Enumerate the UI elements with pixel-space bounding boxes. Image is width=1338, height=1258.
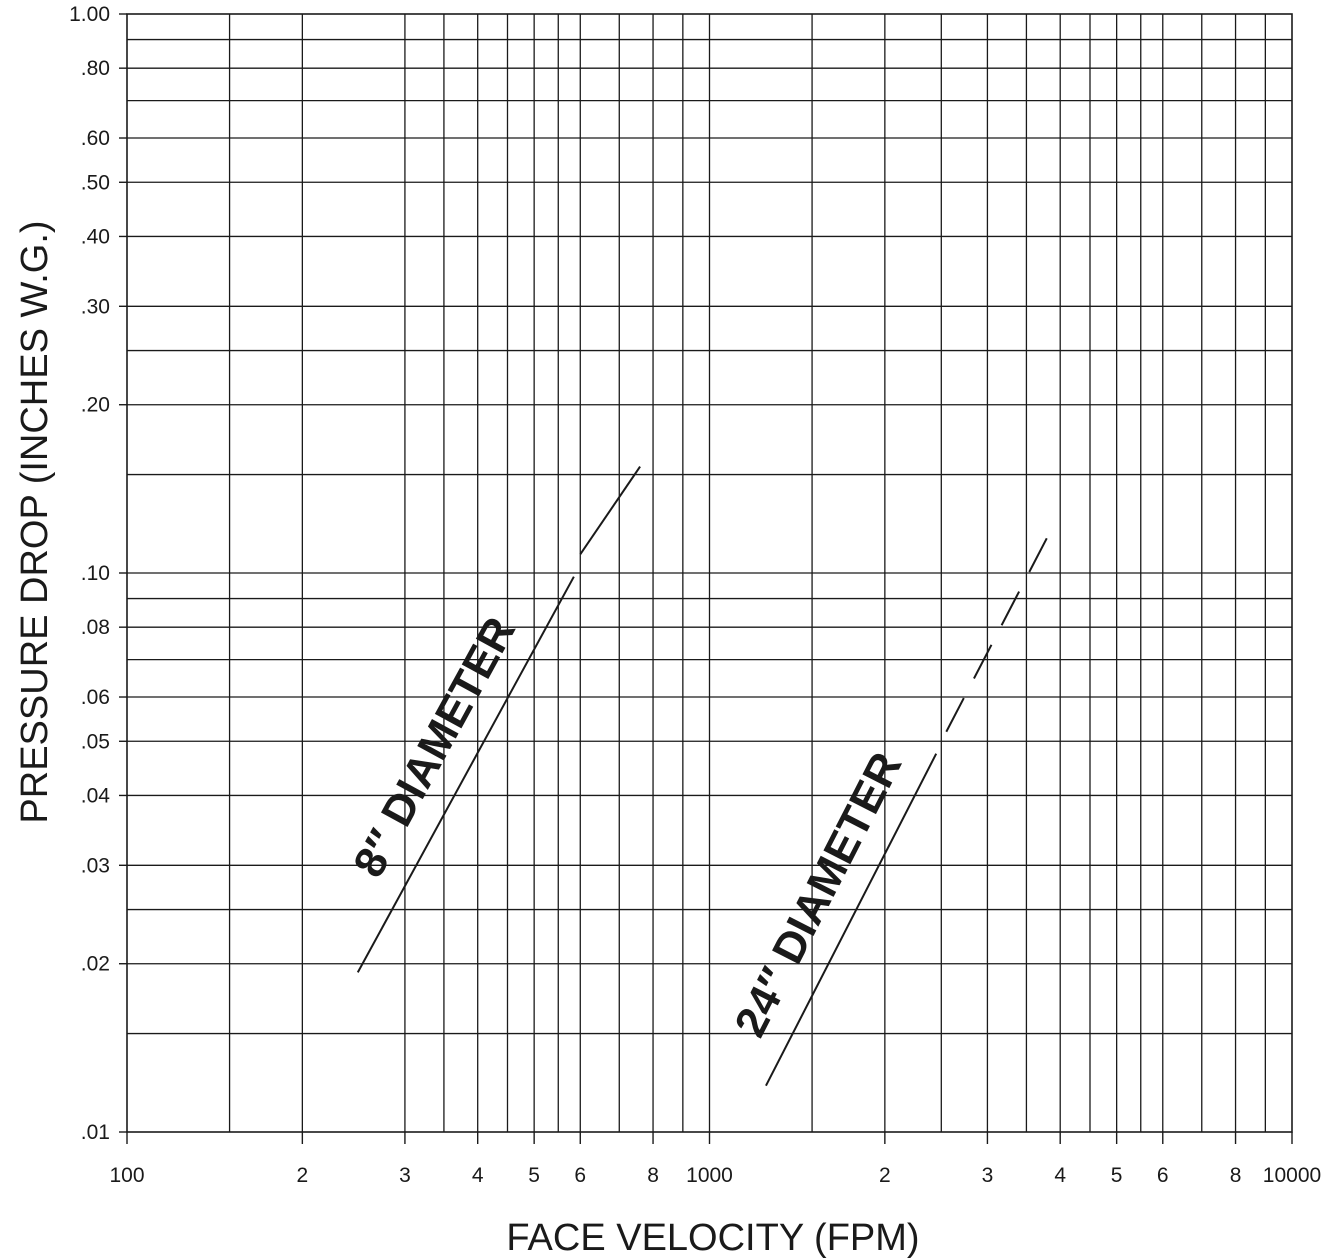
y-tick-label: .60	[81, 127, 110, 150]
x-tick-label: 1000	[686, 1164, 733, 1187]
y-tick-label: .10	[81, 562, 110, 585]
x-tick-label: 2	[879, 1164, 891, 1187]
x-axis-title: FACE VELOCITY (FPM)	[506, 1217, 919, 1258]
y-tick-label: .06	[81, 686, 110, 709]
y-tick-label: .01	[81, 1121, 110, 1144]
x-tick-label: 4	[1054, 1164, 1066, 1187]
x-tick-label: 6	[1157, 1164, 1169, 1187]
y-tick-label: .40	[81, 225, 110, 248]
y-tick-label: .30	[81, 295, 110, 318]
x-tick-label: 100	[109, 1164, 144, 1187]
x-tick-label: 3	[982, 1164, 994, 1187]
y-tick-label: .03	[81, 854, 110, 877]
y-tick-label: .04	[81, 784, 111, 807]
series-8in-diameter-extension	[579, 466, 641, 555]
y-tick-label: .50	[81, 171, 110, 194]
y-tick-label: .08	[81, 616, 110, 639]
y-tick-label: .05	[81, 730, 110, 753]
x-tick-label: 6	[574, 1164, 586, 1187]
x-tick-label: 10000	[1263, 1164, 1321, 1187]
series-group: 8″ DIAMETER 24″ DIAMETER	[344, 466, 1055, 1087]
x-tick-label: 5	[1111, 1164, 1123, 1187]
y-tick-label: .02	[81, 953, 110, 976]
y-tick-label: .20	[81, 394, 110, 417]
y-axis-title: PRESSURE DROP (INCHES W.G.)	[14, 220, 56, 823]
series-8in-diameter-label: 8″ DIAMETER	[344, 609, 525, 885]
series-24in-diameter-label: 24″ DIAMETER	[725, 745, 911, 1045]
x-tick-label: 3	[399, 1164, 411, 1187]
x-tick-label: 5	[528, 1164, 540, 1187]
y-tick-label: 1.00	[69, 3, 110, 26]
y-tick-label: .80	[81, 57, 110, 80]
plot-grid	[127, 14, 1292, 1132]
axis-ticks: 100 2 3 4 5 6 8 1000 2 3 4 5 6 8 10000 1.00 .80 .60 .50 .40…	[69, 3, 1321, 1187]
series-8in-diameter-line	[356, 576, 575, 973]
x-tick-label: 8	[1230, 1164, 1242, 1187]
x-tick-label: 4	[472, 1164, 484, 1187]
x-tick-label: 2	[297, 1164, 309, 1187]
series-24in-diameter-extension	[945, 524, 1055, 733]
x-tick-label: 8	[647, 1164, 659, 1187]
series-24in-diameter-line	[765, 753, 938, 1087]
